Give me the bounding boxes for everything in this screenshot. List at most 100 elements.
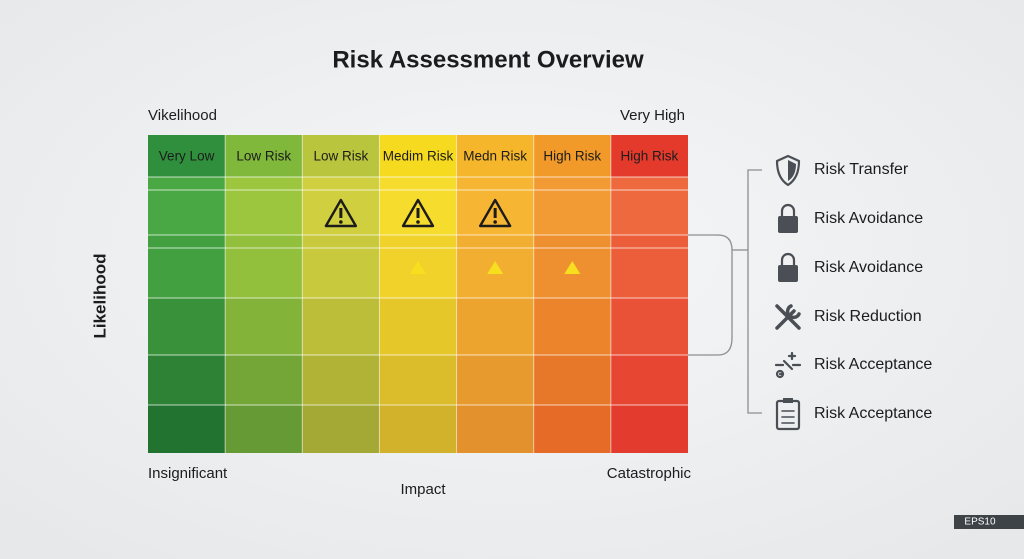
title: Risk Assessment Overview xyxy=(332,46,644,73)
column-header: Medn Risk xyxy=(463,149,527,164)
column-header: High Risk xyxy=(621,149,679,164)
warning-icon xyxy=(478,198,512,228)
matrix-cell xyxy=(225,190,303,235)
matrix-cell xyxy=(456,405,534,453)
strategy-item: Risk Transfer xyxy=(775,154,909,187)
header-cell xyxy=(302,135,380,177)
strategy-label: Risk Reduction xyxy=(814,308,922,325)
warning-dot xyxy=(493,220,497,224)
warning-icon xyxy=(324,198,358,228)
lock-body xyxy=(778,265,798,282)
matrix-cell xyxy=(225,405,303,453)
matrix-cell xyxy=(610,190,688,235)
matrix-cell xyxy=(610,405,688,453)
strategy-label: Risk Avoidance xyxy=(814,210,923,227)
column-header: Very Low xyxy=(159,149,215,164)
matrix-cell xyxy=(148,177,226,190)
matrix-cell xyxy=(379,177,457,190)
matrix-cell xyxy=(610,177,688,190)
strategy-label: Risk Acceptance xyxy=(814,356,932,373)
strategy-item: Risk Avoidance xyxy=(778,203,923,233)
matrix-cell xyxy=(610,235,688,248)
matrix-cell xyxy=(148,405,226,453)
column-header: Low Risk xyxy=(313,149,368,164)
matrix-cell xyxy=(148,355,226,405)
screwdriver-icon xyxy=(775,304,801,330)
warning-mark xyxy=(339,208,343,218)
matrix-cell xyxy=(225,177,303,190)
header-cell xyxy=(456,135,534,177)
strategy-label: Risk Avoidance xyxy=(814,259,923,276)
warning-dot xyxy=(416,220,420,224)
matrix-cell xyxy=(533,405,611,453)
matrix-cell xyxy=(148,190,226,235)
shield-icon xyxy=(775,154,801,187)
strategy-item: Risk Acceptance xyxy=(774,351,932,379)
header-cell xyxy=(148,135,226,177)
spark-icon xyxy=(774,351,802,376)
warning-icon xyxy=(401,198,435,228)
matrix-cell xyxy=(379,298,457,355)
connectors xyxy=(688,169,762,414)
lock-shackle xyxy=(780,252,796,268)
matrix-cell xyxy=(302,248,380,298)
x-axis-end-label: Catastrophic xyxy=(607,465,692,482)
badge-box xyxy=(954,515,1024,529)
header-cell xyxy=(610,135,688,177)
strategy-item: Risk Acceptance xyxy=(775,398,932,431)
matrix-cell xyxy=(302,405,380,453)
matrix-cell xyxy=(225,248,303,298)
warning-mark xyxy=(416,208,420,218)
clipboard-lines xyxy=(781,410,795,424)
header-cell xyxy=(225,135,303,177)
matrix-cell xyxy=(148,298,226,355)
matrix-cell xyxy=(533,177,611,190)
strategy-list: Risk Transfer Risk Avoidance Risk Avoidanc… xyxy=(774,154,932,431)
matrix-cell xyxy=(610,355,688,405)
matrix-cell xyxy=(379,355,457,405)
x-axis-label: Impact xyxy=(400,481,446,498)
matrix-cell xyxy=(533,298,611,355)
strategy-item: Risk Reduction xyxy=(775,304,922,330)
matrix-cell xyxy=(456,177,534,190)
wrench-icon xyxy=(775,304,801,330)
y-axis-label: Likelihood xyxy=(90,254,109,339)
strategy-label: Risk Transfer xyxy=(814,161,909,178)
strategy-item: Risk Avoidance xyxy=(778,252,923,282)
matrix-cell xyxy=(456,355,534,405)
lock-shackle xyxy=(780,203,796,219)
matrix-cell xyxy=(456,235,534,248)
warning-mark xyxy=(493,208,497,218)
matrix-cell xyxy=(302,177,380,190)
header-cell xyxy=(533,135,611,177)
shield-half xyxy=(788,160,796,181)
column-header: High Risk xyxy=(543,149,601,164)
header-cell xyxy=(379,135,457,177)
strategy-label: Risk Acceptance xyxy=(814,405,932,422)
matrix-cell xyxy=(148,248,226,298)
matrix-cell xyxy=(610,298,688,355)
matrix-cell xyxy=(225,235,303,248)
column-header: Low Risk xyxy=(236,149,291,164)
matrix-cell xyxy=(379,405,457,453)
matrix-cell xyxy=(148,235,226,248)
matrix-cell xyxy=(379,235,457,248)
lock-body xyxy=(778,216,798,233)
matrix-cell xyxy=(533,355,611,405)
matrix-cell xyxy=(302,298,380,355)
matrix-cell xyxy=(610,248,688,298)
column-header: Medim Risk xyxy=(383,149,454,164)
matrix-cell xyxy=(225,355,303,405)
matrix-cell xyxy=(225,298,303,355)
warning-dot xyxy=(339,220,343,224)
clipboard-clip xyxy=(783,398,793,403)
matrix-cell xyxy=(533,190,611,235)
top-right-label: Very High xyxy=(620,107,685,124)
matrix-cell xyxy=(456,298,534,355)
badge: EPS10 xyxy=(964,517,996,528)
alert-triangle xyxy=(487,261,504,274)
list-bracket xyxy=(747,169,762,414)
alert-triangle xyxy=(564,261,581,274)
